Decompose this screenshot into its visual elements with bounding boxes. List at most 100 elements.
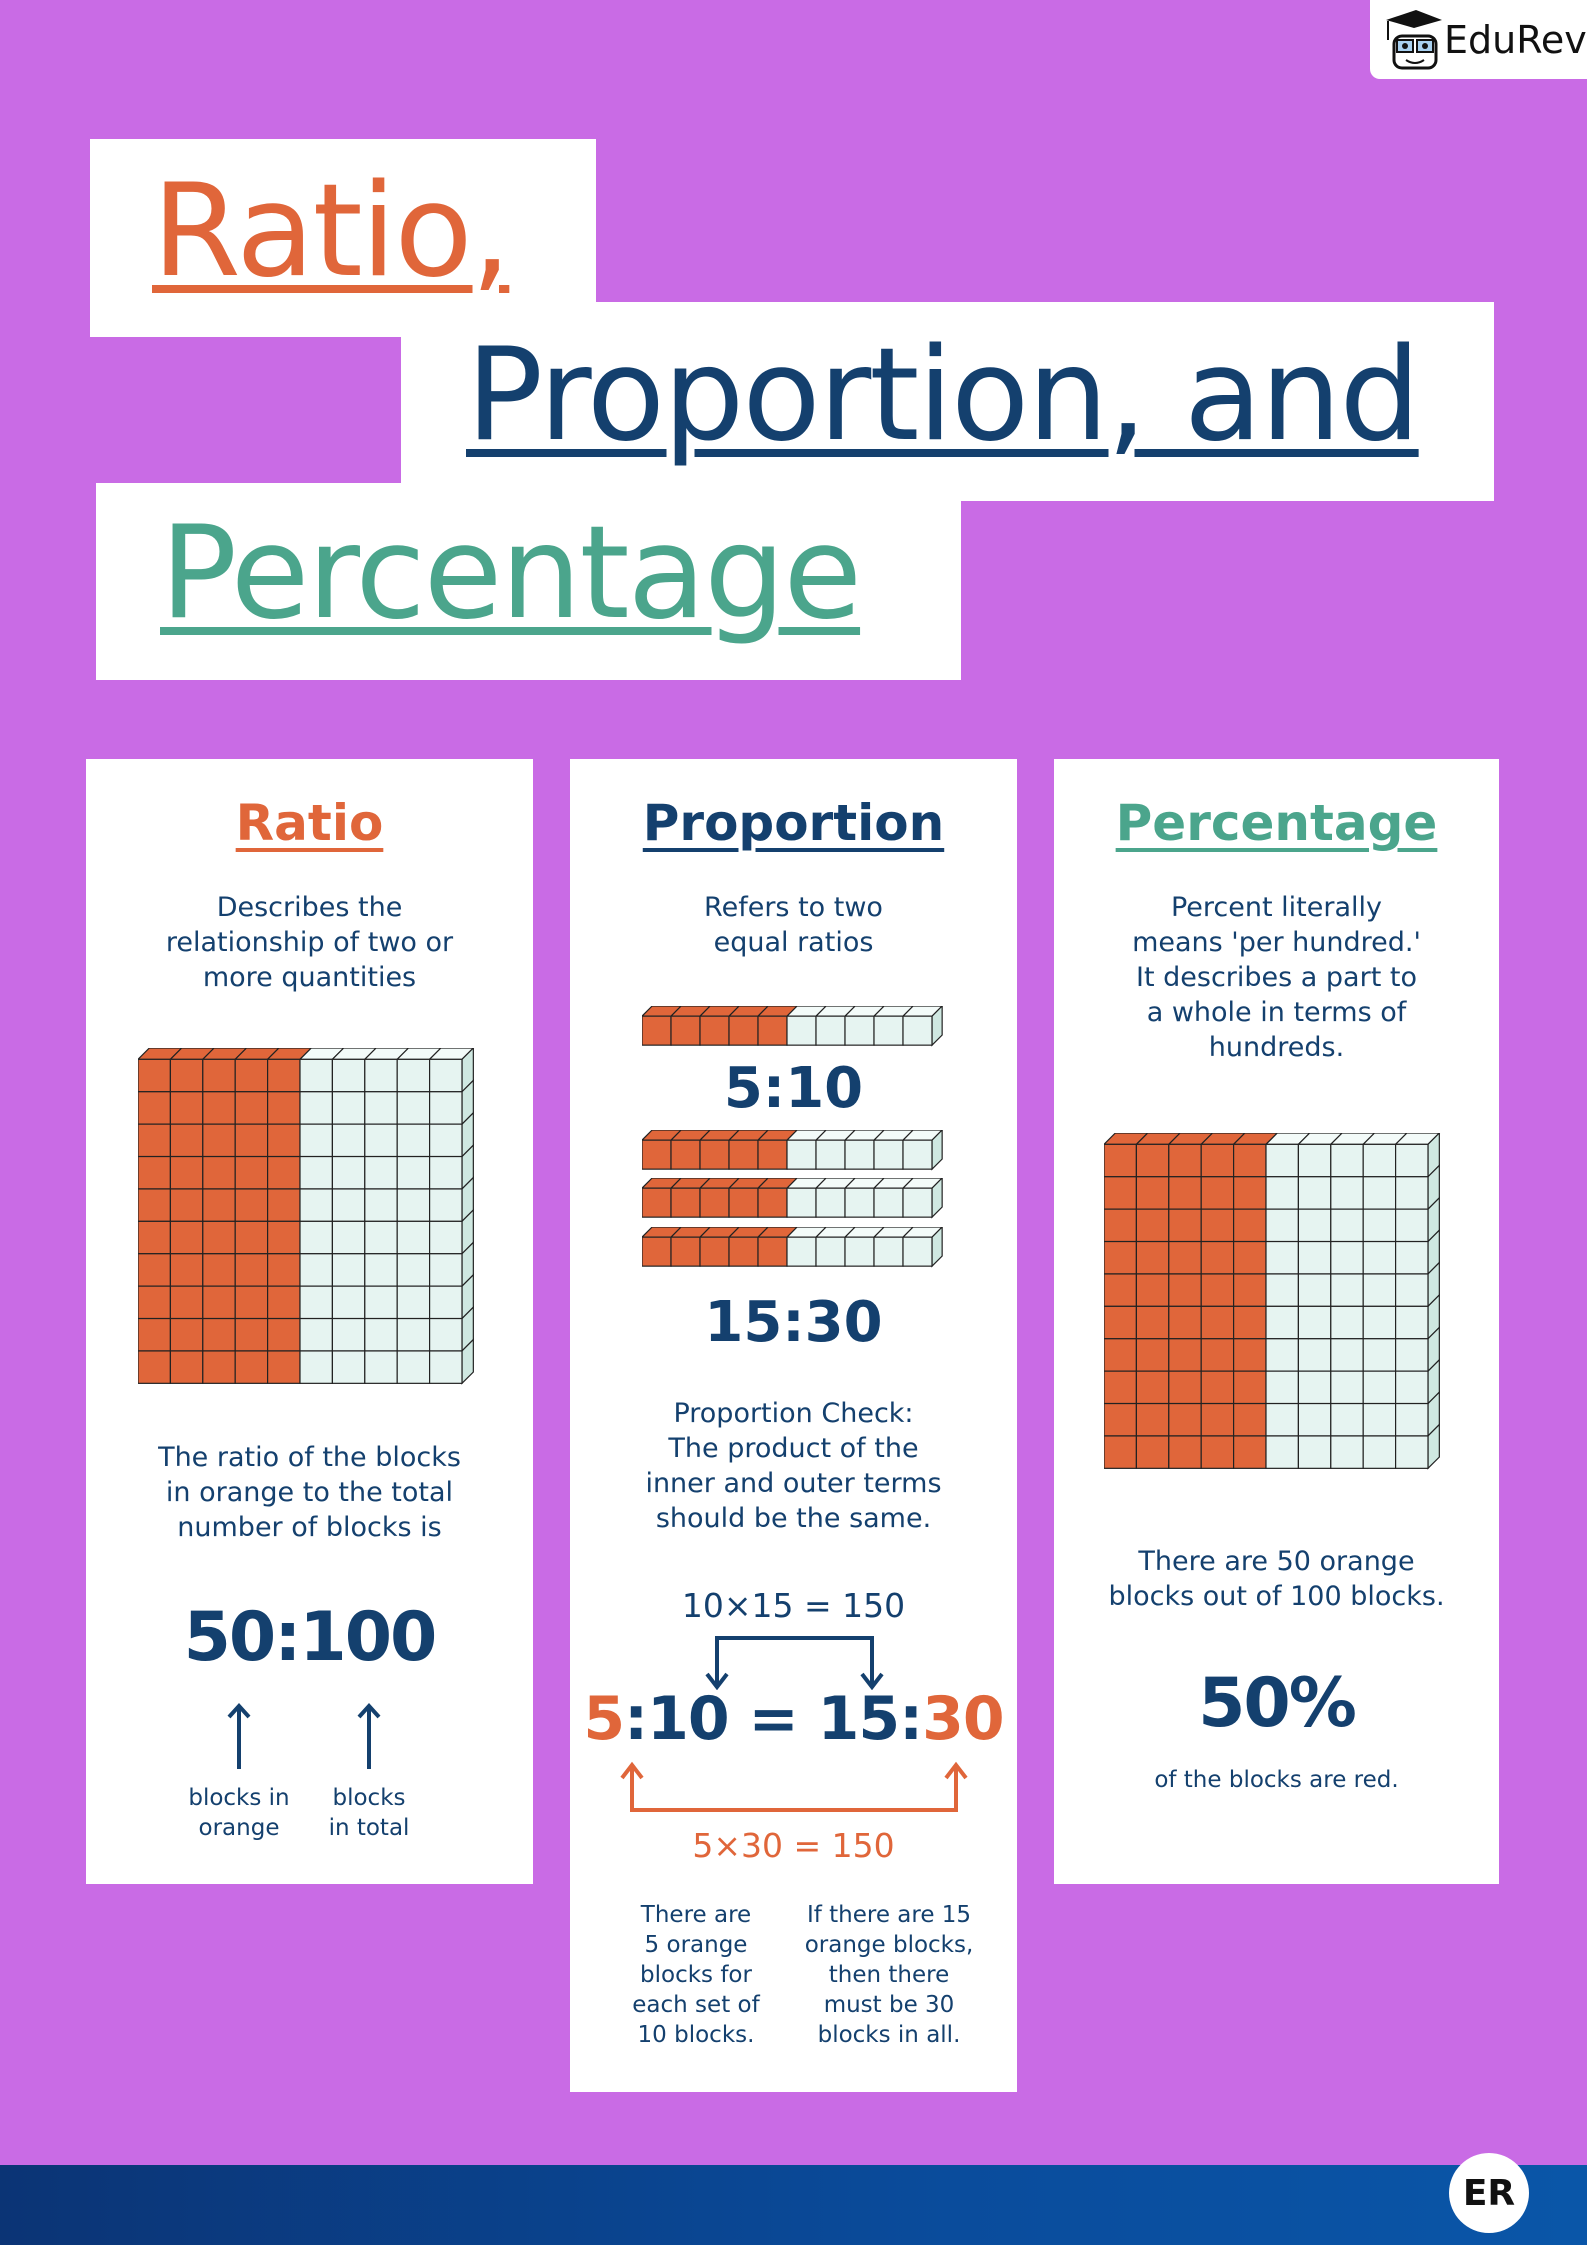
orange-block <box>1135 1435 1170 1469</box>
text-line: should be the same. <box>655 1503 932 1534</box>
er-badge-text: ER <box>1462 2172 1516 2214</box>
orange-block <box>1168 1176 1202 1210</box>
inner-terms-bracket-icon <box>705 1636 884 1690</box>
orange-block <box>1168 1370 1202 1405</box>
orange-block <box>642 1236 672 1267</box>
orange-block <box>728 1187 759 1218</box>
proportion-heading: Proportion <box>642 794 945 852</box>
orange-block <box>234 1123 269 1158</box>
empty-block <box>1330 1435 1364 1469</box>
text-line: must be 30 <box>823 1992 955 2018</box>
empty-block <box>331 1220 366 1255</box>
empty-block <box>786 1236 817 1267</box>
text-line: The product of the <box>668 1433 919 1464</box>
footer-bar <box>0 2165 1587 2245</box>
orange-block <box>1200 1338 1235 1372</box>
empty-block <box>396 1285 431 1320</box>
equals-sign: = <box>728 1684 818 1754</box>
orange-block <box>1104 1176 1138 1210</box>
orange-block <box>728 1139 759 1170</box>
empty-block <box>1265 1273 1300 1307</box>
orange-block <box>757 1139 788 1170</box>
orange-block <box>267 1253 301 1287</box>
orange-block <box>699 1187 730 1218</box>
empty-block <box>429 1058 463 1093</box>
orange-block <box>138 1155 172 1190</box>
text-line: in orange to the total <box>165 1477 454 1508</box>
empty-block <box>331 1188 366 1222</box>
block-bar <box>642 1006 943 1047</box>
empty-block <box>1265 1208 1300 1243</box>
empty-block <box>429 1188 463 1222</box>
orange-block <box>1200 1402 1235 1437</box>
text-line: equal ratios <box>713 927 874 958</box>
empty-block <box>844 1015 875 1046</box>
percentage-heading: Percentage <box>1115 794 1438 852</box>
empty-block <box>873 1139 904 1170</box>
title-proportion: Proportion, and <box>466 321 1421 470</box>
orange-block <box>169 1350 204 1384</box>
orange-block <box>169 1253 204 1287</box>
orange-block <box>202 1317 236 1352</box>
orange-block <box>1233 1402 1267 1437</box>
orange-block <box>267 1058 301 1093</box>
outer-terms-bracket-icon <box>620 1761 968 1812</box>
outer-term-30: 30 <box>922 1684 1004 1754</box>
empty-block <box>1395 1273 1429 1307</box>
percentage-caption: of the blocks are red. <box>1154 1767 1399 1793</box>
empty-block <box>396 1091 431 1125</box>
orange-block <box>1135 1273 1170 1307</box>
empty-block <box>364 1285 398 1320</box>
empty-block <box>1265 1240 1300 1275</box>
orange-block <box>1104 1338 1138 1372</box>
title-ratio: Ratio, <box>152 157 511 306</box>
orange-block <box>202 1350 236 1384</box>
er-badge[interactable]: ER <box>1449 2153 1529 2233</box>
empty-block <box>331 1350 366 1384</box>
orange-block <box>1104 1370 1138 1405</box>
orange-block <box>1200 1208 1235 1243</box>
empty-block <box>902 1236 933 1267</box>
text-line: inner and outer terms <box>645 1468 942 1499</box>
orange-block <box>267 1350 301 1384</box>
orange-block <box>267 1285 301 1320</box>
orange-block <box>1135 1208 1170 1243</box>
edurev-logo[interactable]: EduRev <box>1370 0 1587 79</box>
orange-block <box>1168 1273 1202 1307</box>
orange-block <box>138 1285 172 1320</box>
orange-block <box>202 1123 236 1158</box>
orange-block <box>1168 1435 1202 1469</box>
empty-block <box>331 1091 366 1125</box>
proportion-equation: 5:10 = 15:30 <box>570 1684 1017 1754</box>
text-line: orange <box>198 1815 280 1841</box>
empty-block <box>786 1139 817 1170</box>
orange-block <box>642 1139 672 1170</box>
proportion-note-left: There are 5 orange blocks for each set o… <box>616 1900 776 2050</box>
empty-block <box>1297 1305 1332 1340</box>
ratio-block-grid <box>138 1048 475 1385</box>
inner-term-15: 15: <box>817 1684 923 1754</box>
orange-block <box>138 1091 172 1125</box>
orange-block <box>1135 1143 1170 1178</box>
empty-block <box>815 1015 846 1046</box>
orange-block <box>1233 1240 1267 1275</box>
text-line: 10 blocks. <box>637 2022 755 2048</box>
label-blocks-in-total: blocks in total <box>299 1783 439 1843</box>
empty-block <box>364 1155 398 1190</box>
orange-block <box>1135 1176 1170 1210</box>
arrow-up-icon <box>357 1703 381 1769</box>
orange-block <box>202 1253 236 1287</box>
orange-block <box>234 1285 269 1320</box>
block-bar <box>642 1227 943 1268</box>
empty-block <box>902 1187 933 1218</box>
empty-block <box>396 1253 431 1287</box>
empty-block <box>1395 1305 1429 1340</box>
empty-block <box>1330 1338 1364 1372</box>
text-line: hundreds. <box>1208 1032 1345 1063</box>
proportion-card <box>570 759 1017 2092</box>
empty-block <box>1265 1435 1300 1469</box>
outer-term-5: 5 <box>583 1684 625 1754</box>
text-line: Proportion Check: <box>673 1398 914 1429</box>
text-line: blocks for <box>640 1962 752 1988</box>
empty-block <box>1395 1240 1429 1275</box>
